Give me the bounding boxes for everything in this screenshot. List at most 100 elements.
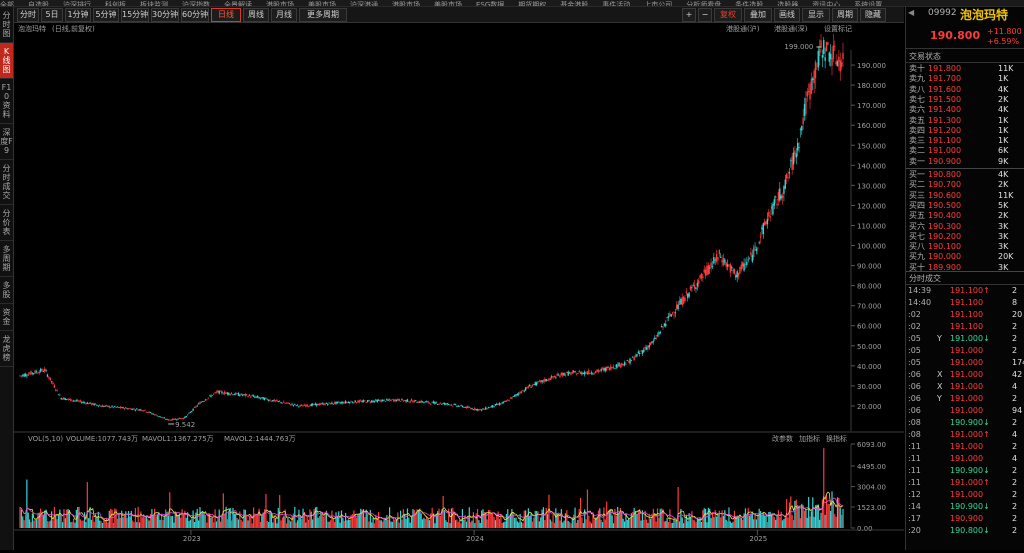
candle-body xyxy=(474,407,476,410)
nav-prev-icon[interactable]: ◀ xyxy=(908,8,915,17)
candle-body xyxy=(537,381,539,383)
candle-body xyxy=(737,273,740,277)
period-button[interactable]: 1分钟 xyxy=(65,8,91,22)
volume-bar xyxy=(31,513,33,528)
vol-indicator-button[interactable]: 改参数 xyxy=(772,434,793,443)
candle-body xyxy=(22,374,24,376)
candle-body xyxy=(164,419,167,420)
candle-body xyxy=(137,409,139,411)
price-tick-label: 100.000 xyxy=(857,243,886,251)
settings-mark-label[interactable]: 设置标记 xyxy=(824,24,852,33)
toolbar-right-button[interactable]: 隐藏 xyxy=(860,8,886,22)
sidebar-item[interactable]: 深度F9 xyxy=(0,124,13,160)
candle-body xyxy=(197,403,200,405)
vol-indicator-button[interactable]: 加指标 xyxy=(799,434,820,443)
toolbar-right-button[interactable]: 叠加 xyxy=(744,8,772,22)
top-menu-item[interactable]: 科创板 xyxy=(105,1,126,7)
sell-level-price: 191.000 xyxy=(928,146,962,156)
sidebar-item[interactable]: 资金 xyxy=(0,304,13,331)
top-menu-item[interactable]: 基金港股 xyxy=(560,1,589,7)
period-button[interactable]: 5日 xyxy=(41,8,63,22)
period-button[interactable]: 30分钟 xyxy=(151,8,179,22)
period-button[interactable]: 60分钟 xyxy=(181,8,209,22)
volume-bar xyxy=(746,514,748,528)
candle-body xyxy=(24,373,27,376)
volume-bar xyxy=(405,518,407,528)
trade-time: :11 xyxy=(908,442,921,451)
sidebar-item[interactable]: 多周期 xyxy=(0,241,13,277)
period-button[interactable]: 15分钟 xyxy=(121,8,149,22)
trade-time: :02 xyxy=(908,310,921,319)
sidebar-item[interactable]: 分时成交 xyxy=(0,160,13,205)
sidebar-item[interactable]: F10资料 xyxy=(0,79,13,124)
volume-bar xyxy=(743,513,745,528)
trade-time: :05 xyxy=(908,358,921,367)
candle-body xyxy=(430,403,432,405)
top-menu-item[interactable]: 港股市场 xyxy=(392,1,420,7)
top-menu-item[interactable]: 系统设置 xyxy=(854,1,883,7)
period-button[interactable]: 更多周期 xyxy=(299,8,347,22)
volume-bar xyxy=(420,513,422,528)
period-button[interactable]: 分时 xyxy=(17,8,39,22)
buy-level-price: 190.100 xyxy=(928,242,962,252)
period-button[interactable]: 周线 xyxy=(243,8,269,22)
volume-bar xyxy=(369,510,371,528)
candle-body xyxy=(468,407,470,408)
volume-bar xyxy=(672,522,674,528)
top-menu-item[interactable]: 全部 xyxy=(0,1,14,7)
volume-bar xyxy=(281,517,284,528)
period-button[interactable]: 月线 xyxy=(271,8,297,22)
chart-adjust-label: (日线,前复权) xyxy=(52,24,95,33)
top-menu-item[interactable]: 美股市场 xyxy=(308,1,336,7)
sidebar-item[interactable]: 分价表 xyxy=(0,205,13,241)
toolbar-right-button[interactable]: 周期 xyxy=(832,8,858,22)
sidebar-item[interactable]: K线图 xyxy=(0,43,13,79)
top-menu-item[interactable]: ESG数据 xyxy=(476,1,505,7)
candle-body xyxy=(57,394,60,396)
toolbar-right-button[interactable]: 复权 xyxy=(714,8,742,22)
top-menu-item[interactable]: 全景解读 xyxy=(224,1,252,7)
sidebar-item[interactable]: 分时图 xyxy=(0,7,13,43)
period-button[interactable]: 日线 xyxy=(211,8,241,22)
toolbar-right-button[interactable]: 画线 xyxy=(774,8,800,22)
top-menu-item[interactable]: 沪深排行 xyxy=(63,1,91,7)
toolbar-right-button[interactable]: 显示 xyxy=(802,8,830,22)
volume-bar xyxy=(798,506,800,528)
sidebar-item[interactable]: 龙虎榜 xyxy=(0,331,13,367)
top-menu-item[interactable]: 沪深指数 xyxy=(182,1,210,7)
candle-body xyxy=(435,402,438,404)
top-menu-item[interactable]: 美股市场 xyxy=(434,1,462,7)
volume-bar xyxy=(820,512,822,528)
candle-body xyxy=(563,373,565,376)
candle-body xyxy=(711,266,714,267)
sidebar-item[interactable]: 多股 xyxy=(0,277,13,304)
volume-bar xyxy=(824,514,826,528)
top-menu-item[interactable]: 港股市场 xyxy=(266,1,294,7)
vol-indicator-button[interactable]: 换指标 xyxy=(826,434,847,443)
candle-body xyxy=(759,236,762,238)
volume-bar xyxy=(307,519,310,528)
top-menu-item[interactable]: 板块监测 xyxy=(140,1,168,7)
volume-bar xyxy=(507,509,509,528)
top-menu-item[interactable]: 资讯中心 xyxy=(812,1,841,7)
volume-bar xyxy=(81,520,83,528)
top-menu-item[interactable]: 条件选股 xyxy=(735,1,764,7)
volume-bar xyxy=(262,512,264,528)
candle-body xyxy=(577,373,579,374)
candle-body xyxy=(559,375,561,378)
volume-bar xyxy=(625,513,627,528)
top-menu-item[interactable]: 上市公司 xyxy=(644,1,673,7)
top-menu-item[interactable]: 沪深港通 xyxy=(350,1,378,7)
toolbar-right-button[interactable]: + xyxy=(682,8,696,22)
kline-chart-area[interactable]: 泡泡玛特 (日线,前复权) 港股通(沪) 港股通(深) 设置标记 190.000 180.0… xyxy=(14,23,904,550)
top-menu-item[interactable]: 选股器 xyxy=(777,1,799,7)
kline-chart-svg[interactable]: 泡泡玛特 (日线,前复权) 港股通(沪) 港股通(深) 设置标记 190.000 180.0… xyxy=(14,23,904,550)
top-menu-item[interactable]: 期货期权 xyxy=(518,1,547,7)
candle-body xyxy=(174,418,176,420)
sell-level-volume: 1K xyxy=(998,125,1009,135)
toolbar-right-button[interactable]: − xyxy=(698,8,712,22)
top-menu-item[interactable]: 分析师看盘 xyxy=(686,1,722,7)
period-button[interactable]: 5分钟 xyxy=(93,8,119,22)
top-menu-item[interactable]: 事件活动 xyxy=(602,1,631,7)
top-menu-item[interactable]: 自选股 xyxy=(28,1,49,7)
